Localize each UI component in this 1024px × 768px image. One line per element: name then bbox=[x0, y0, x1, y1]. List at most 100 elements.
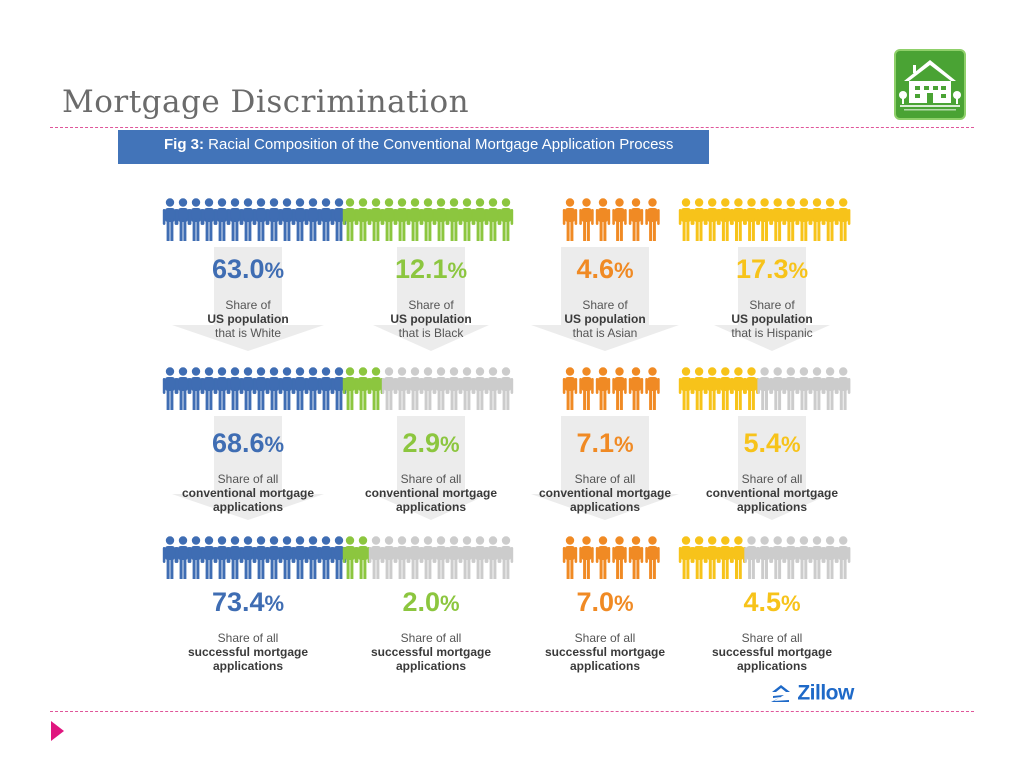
stat-description-line: US population bbox=[731, 312, 813, 326]
person-icon-black bbox=[355, 536, 371, 579]
person-icon-hispanic bbox=[718, 536, 733, 579]
person-icon-asian bbox=[645, 367, 660, 410]
stat-description-line: Share of all bbox=[574, 472, 636, 486]
slide-bullet-arrow bbox=[51, 721, 64, 741]
person-icon-asian bbox=[579, 367, 594, 410]
stat-number: 17.3 bbox=[735, 254, 789, 284]
person-icon-hispanic bbox=[718, 367, 733, 410]
stat-percent-sign: % bbox=[264, 591, 285, 616]
person-icon-hispanic bbox=[731, 536, 746, 579]
flow-arrow bbox=[172, 247, 324, 351]
person-icon-black bbox=[472, 367, 488, 410]
stat-description: Share of all conventional mortgage applica… bbox=[515, 472, 695, 514]
person-icon-black bbox=[485, 198, 501, 241]
person-icon-black bbox=[368, 536, 384, 579]
stat-description-line: Share of bbox=[408, 298, 454, 312]
stat-description-line: that is White bbox=[214, 326, 282, 340]
person-icon-black bbox=[368, 198, 384, 241]
person-icon-hispanic bbox=[809, 198, 825, 241]
person-icon-white bbox=[292, 367, 308, 410]
person-icon-white bbox=[162, 198, 178, 241]
person-icon-white bbox=[240, 198, 256, 241]
stat-description: Share of all conventional mortgage applica… bbox=[341, 472, 521, 514]
stat-description: Share of all successful mortgage applicati… bbox=[682, 631, 862, 673]
flow-arrow bbox=[714, 416, 830, 520]
stat-value: 4.5% bbox=[682, 587, 862, 619]
stat-value: 68.6% bbox=[158, 428, 338, 460]
person-icon-hispanic bbox=[691, 198, 707, 241]
stat-number: 4.6 bbox=[576, 254, 614, 284]
bottom-divider bbox=[50, 711, 974, 712]
stat-hispanic-row-3: 4.5% Share of all successful mortgage appli… bbox=[682, 587, 862, 673]
person-icon-hispanic bbox=[731, 198, 746, 241]
person-icon-white bbox=[201, 198, 217, 241]
person-icon-asian bbox=[595, 536, 611, 579]
person-icon-asian bbox=[595, 367, 611, 410]
stat-black-row-2: 2.9% Share of all conventional mortgage app… bbox=[341, 428, 521, 514]
person-icon-white bbox=[188, 367, 204, 410]
zillow-z-icon bbox=[771, 685, 790, 703]
stat-value: 7.1% bbox=[515, 428, 695, 460]
flow-arrow bbox=[172, 416, 324, 520]
person-icon-black bbox=[459, 536, 475, 579]
person-icon-white bbox=[279, 536, 295, 579]
flow-arrow bbox=[373, 416, 489, 520]
stat-number: 73.4 bbox=[211, 587, 265, 617]
stat-value: 7.0% bbox=[515, 587, 695, 619]
person-icon-black bbox=[420, 536, 436, 579]
person-icon-white bbox=[227, 536, 243, 579]
house-icon bbox=[894, 49, 966, 120]
person-icon-hispanic bbox=[678, 198, 694, 241]
person-icon-asian bbox=[612, 367, 627, 410]
person-icon-black bbox=[459, 367, 475, 410]
person-icon-black bbox=[472, 536, 488, 579]
stat-number: 12.1 bbox=[394, 254, 448, 284]
person-icon-asian bbox=[595, 198, 611, 241]
stat-description-line: Share of bbox=[582, 298, 628, 312]
person-icon-white bbox=[214, 536, 230, 579]
person-icon-asian bbox=[645, 198, 660, 241]
stat-percent-sign: % bbox=[439, 591, 460, 616]
stat-description-line: applications bbox=[212, 659, 283, 673]
stat-percent-sign: % bbox=[447, 258, 468, 283]
person-icon-hispanic bbox=[836, 536, 851, 579]
person-icon-white bbox=[227, 367, 243, 410]
stat-description-line: Share of all bbox=[217, 472, 279, 486]
stat-description-line: applications bbox=[395, 500, 466, 514]
person-icon-hispanic bbox=[796, 367, 812, 410]
person-icon-black bbox=[368, 367, 384, 410]
person-icon-hispanic bbox=[822, 536, 838, 579]
stat-percent-sign: % bbox=[780, 432, 801, 457]
stat-description-line: conventional mortgage bbox=[538, 486, 672, 500]
person-icon-black bbox=[407, 367, 423, 410]
stat-description-line: conventional mortgage bbox=[181, 486, 315, 500]
person-icon-hispanic bbox=[744, 536, 759, 579]
person-icon-asian bbox=[612, 536, 627, 579]
person-icon-black bbox=[433, 536, 449, 579]
stat-description: Share of US population that is Black bbox=[341, 298, 521, 340]
stat-number: 63.0 bbox=[211, 254, 265, 284]
stat-black-row-3: 2.0% Share of all successful mortgage appli… bbox=[341, 587, 521, 673]
person-icon-hispanic bbox=[757, 536, 772, 579]
person-icon-white bbox=[253, 367, 269, 410]
person-icon-black bbox=[459, 198, 475, 241]
person-icon-white bbox=[175, 198, 191, 241]
stat-description-line: conventional mortgage bbox=[705, 486, 839, 500]
stat-description-line: US population bbox=[207, 312, 289, 326]
flow-arrow bbox=[531, 416, 679, 520]
stat-number: 5.4 bbox=[743, 428, 781, 458]
flow-arrow bbox=[714, 247, 830, 351]
person-icon-hispanic bbox=[691, 536, 707, 579]
person-icon-asian bbox=[612, 198, 627, 241]
person-icon-asian bbox=[645, 536, 660, 579]
stat-description-line: applications bbox=[569, 500, 640, 514]
stat-description: Share of US population that is White bbox=[158, 298, 338, 340]
person-icon-white bbox=[175, 536, 191, 579]
person-icon-asian bbox=[579, 198, 594, 241]
person-icon-asian bbox=[628, 536, 644, 579]
person-icon-white bbox=[305, 198, 321, 241]
stat-description-line: Share of bbox=[749, 298, 795, 312]
person-icon-white bbox=[227, 198, 243, 241]
person-icon-white bbox=[253, 536, 269, 579]
person-icon-black bbox=[498, 367, 514, 410]
